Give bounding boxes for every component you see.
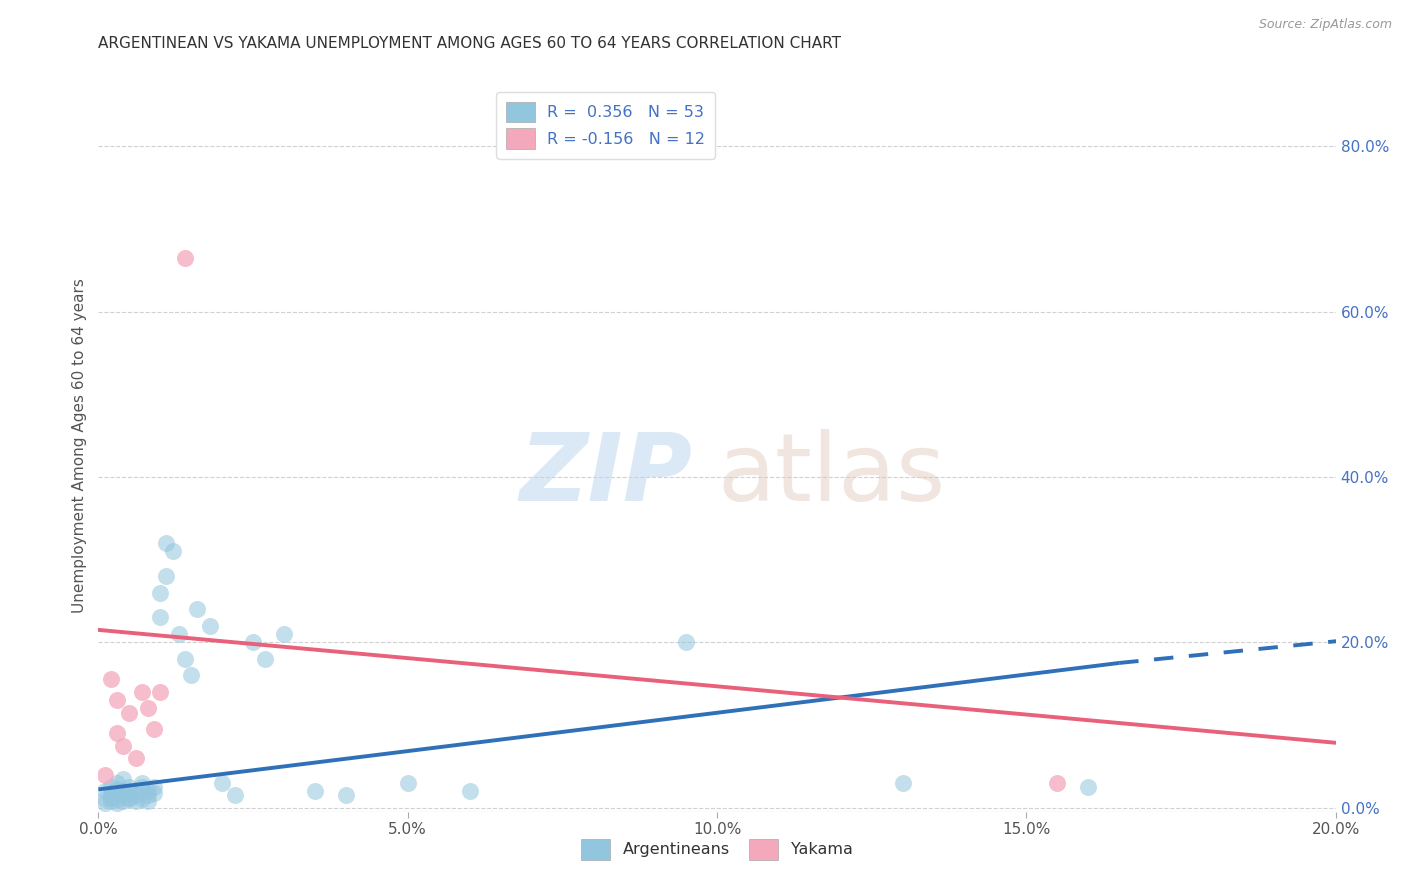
- Point: [105, 776, 128, 790]
- Point: [174, 251, 197, 265]
- Point: [1046, 776, 1069, 790]
- Point: [105, 792, 128, 806]
- Point: [124, 751, 146, 765]
- Point: [198, 619, 221, 633]
- Point: [105, 726, 128, 740]
- Point: [124, 788, 146, 802]
- Text: Source: ZipAtlas.com: Source: ZipAtlas.com: [1258, 18, 1392, 31]
- Point: [112, 794, 135, 808]
- Point: [254, 652, 277, 666]
- Point: [112, 784, 135, 798]
- Point: [105, 797, 128, 811]
- Point: [136, 788, 159, 802]
- Point: [186, 602, 208, 616]
- Point: [155, 536, 177, 550]
- Point: [131, 685, 153, 699]
- Point: [100, 790, 122, 805]
- Point: [131, 792, 153, 806]
- Point: [149, 685, 172, 699]
- Point: [167, 627, 190, 641]
- Point: [1077, 780, 1099, 794]
- Point: [118, 706, 141, 720]
- Point: [211, 776, 233, 790]
- Point: [174, 652, 197, 666]
- Point: [100, 794, 122, 808]
- Point: [100, 673, 122, 687]
- Point: [131, 780, 153, 794]
- Point: [118, 780, 141, 794]
- Point: [242, 635, 264, 649]
- Point: [131, 776, 153, 790]
- Point: [143, 722, 166, 736]
- Point: [396, 776, 419, 790]
- Y-axis label: Unemployment Among Ages 60 to 64 years: Unemployment Among Ages 60 to 64 years: [72, 278, 87, 614]
- Point: [224, 788, 246, 802]
- Text: ZIP: ZIP: [519, 429, 692, 521]
- Point: [105, 782, 128, 797]
- Point: [100, 780, 122, 794]
- Text: ARGENTINEAN VS YAKAMA UNEMPLOYMENT AMONG AGES 60 TO 64 YEARS CORRELATION CHART: ARGENTINEAN VS YAKAMA UNEMPLOYMENT AMONG…: [98, 36, 841, 51]
- Point: [136, 784, 159, 798]
- Point: [143, 786, 166, 800]
- Point: [93, 792, 115, 806]
- Legend: Argentineans, Yakama: Argentineans, Yakama: [575, 832, 859, 866]
- Point: [124, 784, 146, 798]
- Point: [124, 794, 146, 808]
- Point: [118, 786, 141, 800]
- Point: [100, 788, 122, 802]
- Point: [118, 792, 141, 806]
- Point: [149, 585, 172, 599]
- Point: [149, 610, 172, 624]
- Point: [180, 668, 202, 682]
- Point: [675, 635, 697, 649]
- Point: [118, 790, 141, 805]
- Point: [136, 794, 159, 808]
- Point: [112, 772, 135, 786]
- Point: [93, 784, 115, 798]
- Point: [335, 788, 357, 802]
- Point: [93, 767, 115, 781]
- Point: [136, 701, 159, 715]
- Text: atlas: atlas: [717, 429, 945, 521]
- Point: [93, 797, 115, 811]
- Point: [891, 776, 914, 790]
- Point: [273, 627, 295, 641]
- Point: [162, 544, 184, 558]
- Point: [155, 569, 177, 583]
- Point: [105, 786, 128, 800]
- Point: [143, 780, 166, 794]
- Point: [112, 788, 135, 802]
- Point: [105, 693, 128, 707]
- Point: [458, 784, 481, 798]
- Point: [304, 784, 326, 798]
- Point: [112, 739, 135, 753]
